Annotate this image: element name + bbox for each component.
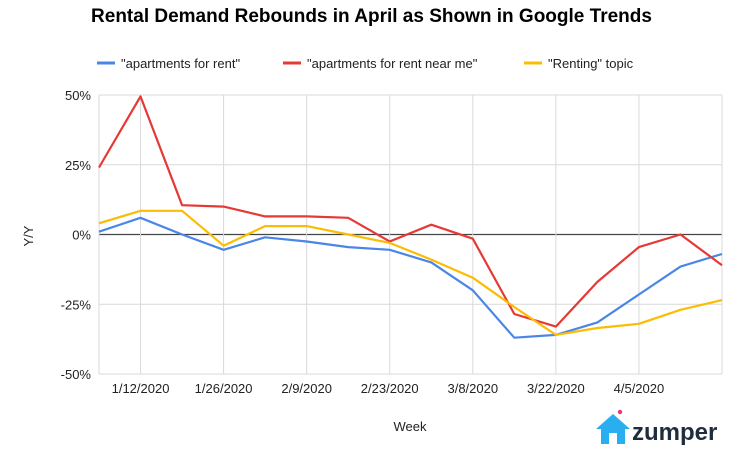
legend-label: "apartments for rent near me" [307,56,478,71]
y-axis-label: Y/Y [21,225,36,246]
x-tick-label: 1/26/2020 [195,381,253,396]
legend-label: "Renting" topic [548,56,634,71]
logo-text: zumper [632,419,717,446]
grid [98,94,723,375]
series-line-3 [98,209,723,336]
x-ticks: 1/12/2020 1/26/2020 2/9/2020 2/23/2020 3/8/2… [112,381,665,396]
legend: "apartments for rent" "apartments for ren… [97,56,634,71]
house-icon [596,409,630,444]
x-tick-label: 4/5/2020 [614,381,665,396]
legend-label: "apartments for rent" [121,56,240,71]
y-tick-label: -50% [61,367,92,382]
y-tick-label: 0% [72,228,91,243]
x-tick-label: 3/22/2020 [527,381,585,396]
zumper-logo: zumper [596,409,717,446]
y-tick-label: -25% [61,297,92,312]
x-axis-label: Week [394,419,427,434]
x-tick-label: 1/12/2020 [112,381,170,396]
x-tick-label: 2/23/2020 [361,381,419,396]
x-tick-label: 2/9/2020 [281,381,332,396]
series-line-2 [98,95,723,328]
y-tick-label: 25% [65,158,91,173]
x-tick-label: 3/8/2020 [447,381,498,396]
chart-title: Rental Demand Rebounds in April as Shown… [91,6,652,27]
y-tick-label: 50% [65,88,91,103]
series-line-1 [98,216,723,339]
y-ticks: 50% 25% 0% -25% -50% [61,88,92,382]
series-lines [98,95,723,339]
